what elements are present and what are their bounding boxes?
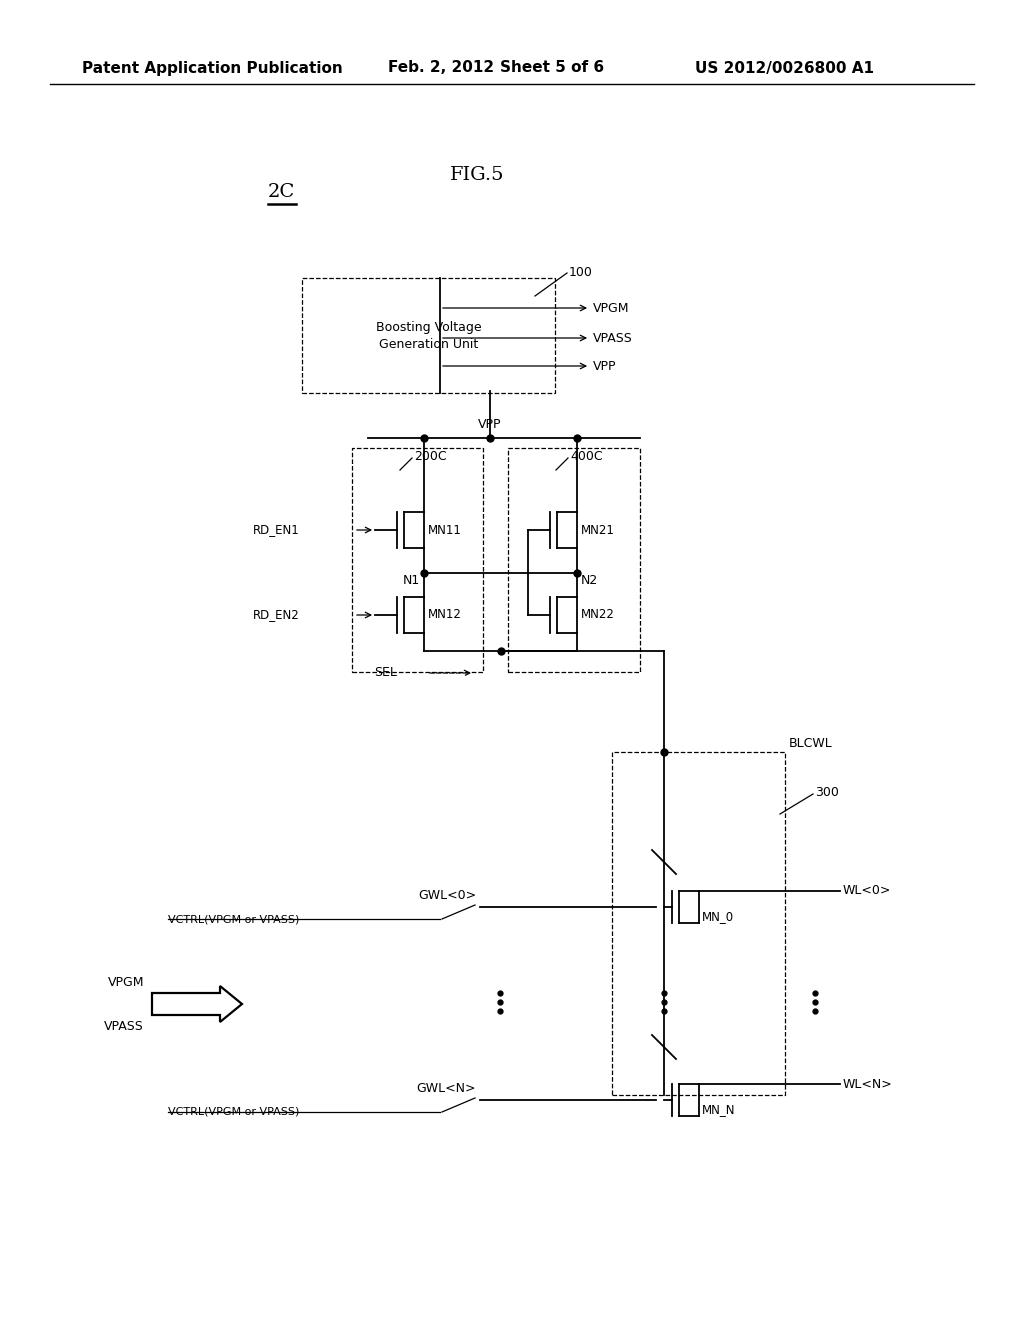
Text: GWL<0>: GWL<0>: [418, 888, 476, 902]
Text: N1: N1: [402, 574, 420, 587]
Bar: [352, 447, 483, 672]
Text: BLCWL: BLCWL: [790, 737, 833, 750]
Text: MN21: MN21: [581, 524, 614, 536]
Text: MN11: MN11: [428, 524, 462, 536]
Text: Sheet 5 of 6: Sheet 5 of 6: [500, 61, 604, 75]
Text: RD_EN2: RD_EN2: [253, 609, 300, 622]
Text: VPGM: VPGM: [593, 301, 630, 314]
Text: FIG.5: FIG.5: [450, 166, 505, 183]
Text: SEL: SEL: [374, 667, 397, 680]
Bar: [612, 752, 785, 1096]
Text: VPP: VPP: [478, 417, 502, 430]
Text: VPASS: VPASS: [593, 331, 633, 345]
Text: WL<0>: WL<0>: [843, 884, 891, 898]
Text: 400C: 400C: [570, 450, 603, 462]
Text: Generation Unit: Generation Unit: [379, 338, 478, 351]
Text: VCTRL(VPGM or VPASS): VCTRL(VPGM or VPASS): [168, 1107, 299, 1117]
Text: VPGM: VPGM: [108, 975, 144, 989]
Text: 100: 100: [569, 267, 593, 280]
Text: 300: 300: [815, 785, 839, 799]
Text: 200C: 200C: [414, 450, 446, 462]
Text: RD_EN1: RD_EN1: [253, 524, 300, 536]
Text: 2C: 2C: [268, 183, 295, 201]
Text: N2: N2: [581, 574, 598, 587]
Text: VCTRL(VPGM or VPASS): VCTRL(VPGM or VPASS): [168, 913, 299, 924]
Text: Feb. 2, 2012: Feb. 2, 2012: [388, 61, 495, 75]
Text: WL<N>: WL<N>: [843, 1077, 893, 1090]
Polygon shape: [152, 986, 242, 1022]
Bar: [508, 447, 640, 672]
Text: VPP: VPP: [593, 359, 616, 372]
Text: Patent Application Publication: Patent Application Publication: [82, 61, 343, 75]
Text: MN_N: MN_N: [702, 1104, 735, 1115]
Text: MN12: MN12: [428, 609, 462, 622]
Text: MN22: MN22: [581, 609, 614, 622]
Text: US 2012/0026800 A1: US 2012/0026800 A1: [695, 61, 874, 75]
Text: MN_0: MN_0: [702, 909, 734, 923]
Text: VPASS: VPASS: [104, 1019, 144, 1032]
Text: GWL<N>: GWL<N>: [417, 1082, 476, 1096]
Bar: [302, 279, 555, 393]
Text: Boosting Voltage: Boosting Voltage: [376, 321, 481, 334]
